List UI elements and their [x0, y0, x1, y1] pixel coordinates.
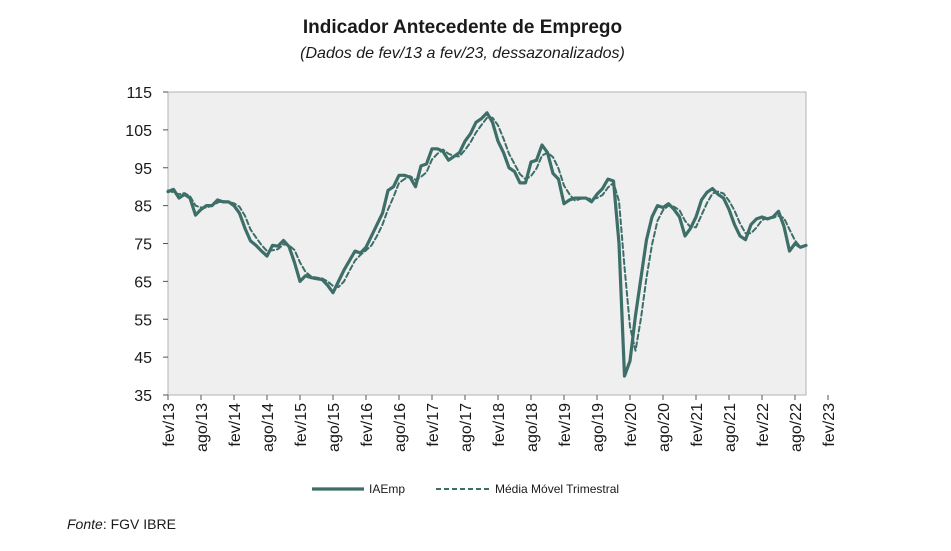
x-tick-label: ago/19: [590, 403, 607, 452]
x-tick-label: fev/21: [689, 403, 706, 447]
y-axis: 35 45 55 65 75 85 95 105 115: [125, 85, 168, 405]
x-tick-label: fev/22: [755, 403, 772, 447]
x-tick-label: ago/18: [524, 403, 541, 452]
x-tick-label: fev/20: [623, 403, 640, 447]
x-tick-label: fev/13: [161, 403, 178, 447]
x-tick-label: fev/23: [821, 403, 838, 447]
x-tick-label: fev/14: [227, 403, 244, 447]
source-text: : FGV IBRE: [102, 516, 176, 532]
x-tick-label: fev/19: [557, 403, 574, 447]
y-tick-label: 85: [134, 199, 152, 216]
x-tick-label: ago/17: [458, 403, 475, 452]
series-layer: [166, 111, 808, 378]
source-note: Fonte: FGV IBRE: [67, 516, 176, 532]
x-tick-label: ago/21: [722, 403, 739, 452]
legend: IAEmp Média Móvel Trimestral: [312, 482, 619, 496]
x-tick-label: fev/16: [359, 403, 376, 447]
y-tick-label: 75: [134, 237, 152, 254]
plot-area: [167, 91, 807, 396]
y-tick-label: 95: [134, 161, 152, 178]
x-tick-label: ago/22: [788, 403, 805, 452]
y-tick-label: 65: [134, 274, 152, 291]
x-tick-label: fev/17: [425, 403, 442, 447]
y-tick-label: 105: [125, 123, 152, 140]
y-tick-label: 35: [134, 388, 152, 405]
x-tick-label: ago/13: [194, 403, 211, 452]
y-tick-label: 45: [134, 350, 152, 367]
series-line-moving-average: [167, 116, 807, 352]
x-tick-label: ago/15: [326, 403, 343, 452]
x-tick-label: ago/16: [392, 403, 409, 452]
x-tick-label: fev/15: [293, 403, 310, 447]
series-line-iaemp: [166, 111, 808, 378]
source-label: Fonte: [67, 516, 103, 532]
x-tick-label: ago/20: [656, 403, 673, 452]
x-tick-label: fev/18: [491, 403, 508, 447]
y-tick-label: 55: [134, 312, 152, 329]
x-axis: fev/13 ago/13 fev/14 ago/14 fev/15 ago/15 fev/…: [161, 395, 838, 452]
legend-label: Média Móvel Trimestral: [495, 482, 619, 496]
x-tick-label: ago/14: [260, 403, 277, 452]
chart-title: Indicador Antecedente de Emprego: [302, 17, 623, 38]
y-tick-label: 115: [126, 85, 152, 102]
legend-label: IAEmp: [369, 482, 405, 496]
chart-subtitle: (Dados de fev/13 a fev/23, dessazonaliza…: [300, 45, 625, 62]
